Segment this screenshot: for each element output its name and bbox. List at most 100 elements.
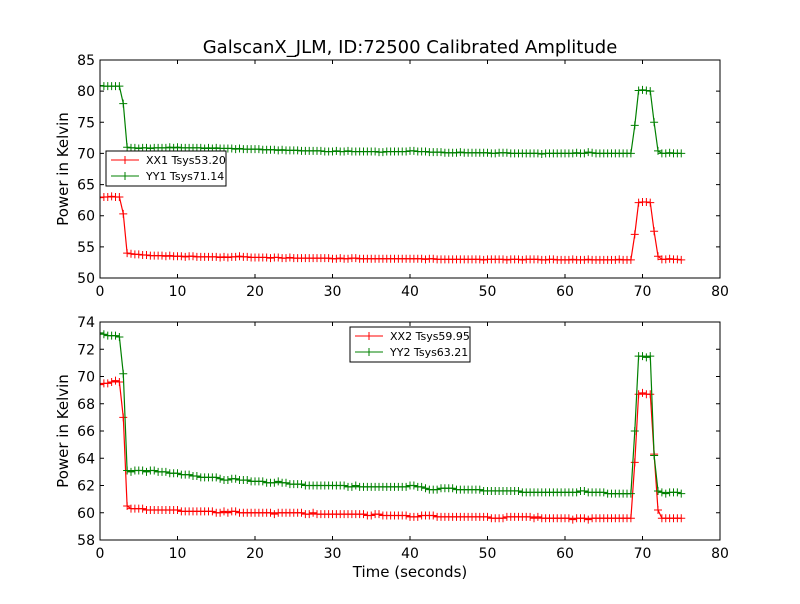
data-point-marker (336, 254, 345, 263)
data-point-marker (642, 198, 651, 207)
data-point-marker (196, 143, 205, 152)
data-point-marker (192, 471, 201, 480)
data-point-marker (568, 515, 577, 524)
data-point-marker (340, 481, 349, 490)
data-point-marker (642, 86, 651, 95)
data-point-marker (533, 149, 542, 158)
data-point-marker (514, 255, 523, 264)
data-point-marker (661, 489, 670, 498)
data-point-marker (580, 149, 589, 158)
data-point-marker (568, 149, 577, 158)
x-tick-label: 30 (324, 284, 342, 300)
data-point-marker (673, 255, 682, 264)
data-point-marker (266, 254, 275, 263)
data-point-marker (634, 86, 643, 95)
data-point-marker (165, 251, 174, 260)
data-point-marker (266, 508, 275, 517)
data-point-marker (130, 143, 139, 152)
data-point-marker (638, 352, 647, 361)
data-point-marker (665, 148, 674, 157)
y-tick-label: 74 (77, 315, 95, 331)
legend-swatch (355, 332, 383, 340)
data-point-marker (580, 255, 589, 264)
data-point-marker (483, 512, 492, 521)
y-tick-label: 64 (77, 451, 95, 467)
data-point-marker (119, 209, 128, 218)
data-point-marker (282, 254, 290, 263)
chart-title: GalscanX_JLM, ID:72500 Calibrated Amplit… (203, 37, 618, 58)
y-tick-label: 60 (77, 209, 95, 225)
data-point-marker (630, 121, 639, 130)
series-xx1 (100, 192, 686, 264)
data-point-marker (216, 474, 225, 483)
data-point-marker (650, 227, 659, 236)
data-point-marker (169, 143, 178, 152)
data-point-marker (580, 514, 589, 523)
x-tick-label: 70 (634, 284, 652, 300)
y-tick-label: 50 (77, 271, 95, 287)
data-point-marker (111, 331, 120, 340)
data-point-marker (402, 147, 411, 156)
data-point-marker (274, 146, 283, 155)
data-point-marker (661, 255, 670, 264)
data-point-marker (189, 252, 197, 261)
legend-entry: YY1 Tsys71.14 (111, 170, 224, 183)
data-point-marker (657, 488, 666, 497)
data-point-marker (123, 143, 132, 152)
data-point-marker (100, 328, 104, 337)
data-point-marker (417, 254, 426, 263)
data-point-marker (421, 147, 430, 156)
data-point-marker (375, 510, 383, 519)
data-point-marker (479, 255, 488, 264)
data-point-marker (611, 255, 620, 264)
data-point-marker (254, 145, 263, 154)
data-point-marker (258, 477, 267, 486)
data-point-marker (483, 148, 492, 157)
data-point-marker (359, 510, 368, 519)
data-point-marker (630, 458, 639, 467)
data-point-marker (452, 148, 461, 157)
data-point-marker (638, 85, 647, 94)
data-point-marker (138, 504, 147, 513)
legend-swatch (355, 348, 383, 356)
data-point-marker (285, 253, 294, 262)
data-point-marker (119, 369, 128, 378)
x-tick-label: 80 (711, 546, 729, 562)
data-point-marker (103, 379, 112, 388)
data-point-marker (429, 511, 438, 520)
legend-label: YY1 Tsys71.14 (145, 170, 224, 183)
data-point-marker (220, 252, 228, 261)
data-point-marker (177, 252, 186, 261)
data-point-marker (456, 148, 465, 157)
data-point-marker (568, 255, 577, 264)
data-point-marker (127, 467, 135, 476)
data-point-marker (475, 485, 484, 494)
data-point-marker (231, 145, 240, 154)
legend-label: XX1 Tsys53.20 (146, 154, 226, 167)
data-point-marker (654, 506, 662, 515)
data-point-marker (123, 466, 132, 475)
legend-swatch (111, 156, 139, 164)
y-tick-label: 55 (77, 240, 95, 256)
data-point-marker (572, 488, 581, 497)
data-point-marker (142, 250, 151, 259)
legend-entry: XX1 Tsys53.20 (111, 154, 226, 167)
data-point-marker (324, 254, 333, 263)
data-point-marker (161, 467, 170, 476)
data-point-marker (499, 514, 507, 523)
data-point-marker (572, 148, 581, 157)
data-point-marker (297, 508, 306, 517)
x-tick-label: 0 (96, 284, 105, 300)
data-point-marker (638, 388, 647, 397)
data-point-marker (677, 489, 686, 498)
data-point-marker (646, 352, 655, 361)
data-point-marker (270, 145, 279, 154)
data-point-marker (332, 146, 341, 155)
x-tick-label: 30 (324, 546, 342, 562)
data-point-marker (231, 474, 240, 483)
data-point-marker (115, 193, 124, 202)
data-point-marker (677, 149, 686, 158)
data-point-marker (293, 146, 302, 155)
